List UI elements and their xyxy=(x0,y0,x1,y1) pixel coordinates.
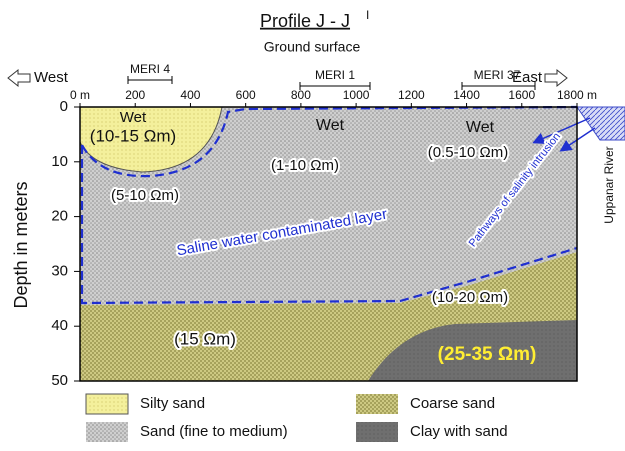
river-label: Uppanar River xyxy=(602,146,616,223)
zone-label: Wet xyxy=(316,117,345,134)
legend-swatch xyxy=(356,422,398,442)
x-tick-label: 400 xyxy=(180,88,200,102)
x-tick-label: 200 xyxy=(125,88,145,102)
y-tick-label: 50 xyxy=(51,372,68,389)
zone-label: (5-10 Ωm) xyxy=(111,187,179,204)
well-bracket xyxy=(128,76,172,84)
legend-label: Sand (fine to medium) xyxy=(140,423,288,440)
y-tick-label: 0 xyxy=(60,98,68,115)
zone-label: (15 Ωm) xyxy=(174,329,236,348)
y-tick-label: 20 xyxy=(51,208,68,225)
legend-label: Silty sand xyxy=(140,395,205,412)
zone-label: Wet xyxy=(120,109,147,126)
legend-label: Clay with sand xyxy=(410,423,508,440)
west-arrow xyxy=(8,70,30,86)
x-tick-label: 0 m xyxy=(70,88,90,102)
subtitle: Ground surface xyxy=(264,39,361,55)
y-tick-label: 30 xyxy=(51,262,68,279)
zone-label: (10-20 Ωm) xyxy=(432,289,508,306)
well-label: MERI 1 xyxy=(315,68,355,82)
zone-label: (0.5-10 Ωm) xyxy=(428,144,508,161)
title: Profile J - J xyxy=(260,11,350,31)
x-tick-label: 1400 xyxy=(453,88,480,102)
x-tick-label: 1200 xyxy=(398,88,425,102)
x-tick-label: 800 xyxy=(291,88,311,102)
profile-figure: Profile J - J I Ground surface West East… xyxy=(0,0,625,446)
legend-swatch xyxy=(86,394,128,414)
x-tick-label: 1800 m xyxy=(557,88,597,102)
zone-label: (25-35 Ωm) xyxy=(438,344,537,365)
legend-swatch xyxy=(356,394,398,414)
legend-label: Coarse sand xyxy=(410,395,495,412)
x-tick-label: 1000 xyxy=(343,88,370,102)
y-tick-label: 10 xyxy=(51,153,68,170)
zone-label: Wet xyxy=(466,119,495,136)
x-tick-label: 1600 xyxy=(508,88,535,102)
west-label: West xyxy=(34,69,69,86)
title-superscript: I xyxy=(366,8,369,22)
zone-label: (10-15 Ωm) xyxy=(90,126,176,145)
zone-label: (1-10 Ωm) xyxy=(271,157,339,174)
legend-swatch xyxy=(86,422,128,442)
east-arrow xyxy=(545,70,567,86)
y-tick-label: 40 xyxy=(51,317,68,334)
well-label: MERI 4 xyxy=(130,62,170,76)
well-label: MERI 37 xyxy=(474,68,521,82)
x-tick-label: 600 xyxy=(236,88,256,102)
y-axis-label: Depth in meters xyxy=(11,181,31,308)
